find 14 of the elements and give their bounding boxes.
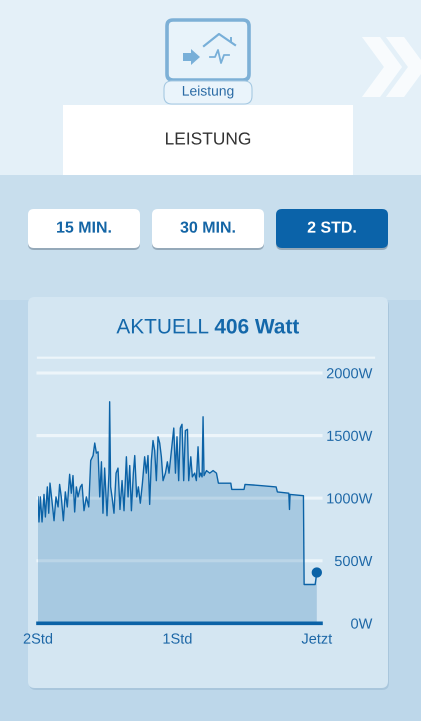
y-tick-label: 1500W [327, 430, 372, 442]
y-tick-label: 0W [351, 618, 372, 629]
y-tick-label: 1000W [327, 493, 372, 504]
text: LEISTUNG [166, 132, 250, 145]
chart-title: AKTUELL 406 Watt [116, 318, 300, 334]
text: 15 MIN. [57, 222, 111, 233]
text: 2 STD. [308, 221, 356, 233]
x-tick-label: 1Std [164, 633, 192, 644]
y-tick-label: 2000W [326, 368, 372, 378]
x-tick-label: Jetzt [302, 634, 332, 644]
x-tick-label: 2Std [24, 633, 52, 644]
text: 30 MIN. [180, 221, 235, 233]
y-tick-label: 500W [334, 556, 372, 566]
text: Leistung [182, 86, 234, 98]
